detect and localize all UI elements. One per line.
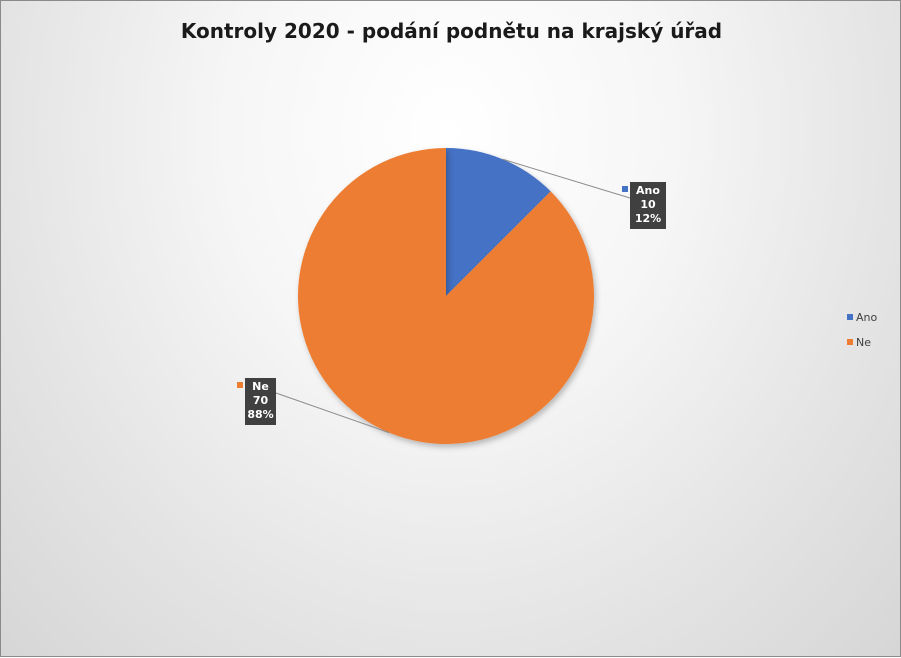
pie-slice-ano bbox=[446, 148, 551, 296]
data-label-category: Ano bbox=[636, 184, 660, 197]
leader-line-ano bbox=[502, 158, 631, 199]
pie-slice-ne bbox=[298, 148, 594, 444]
legend-label-ne: Ne bbox=[856, 336, 871, 349]
data-label-percent: 88% bbox=[247, 408, 273, 421]
legend: Ano Ne bbox=[847, 311, 877, 349]
data-label-box-ano bbox=[630, 182, 666, 229]
legend-swatch-ne bbox=[847, 339, 853, 345]
data-label-key-ano bbox=[622, 186, 628, 192]
data-label-value: 70 bbox=[253, 394, 269, 407]
data-label-value: 10 bbox=[640, 198, 656, 211]
leader-line-ne bbox=[275, 392, 390, 434]
chart-title: Kontroly 2020 - podání podnětu na krajsk… bbox=[180, 19, 723, 43]
data-label-key-ne bbox=[237, 382, 243, 388]
data-label-category: Ne bbox=[252, 380, 269, 393]
legend-swatch-ano bbox=[847, 314, 853, 320]
data-label-percent: 12% bbox=[635, 212, 661, 225]
legend-label-ano: Ano bbox=[856, 311, 877, 324]
data-label-box-ne bbox=[245, 378, 276, 425]
